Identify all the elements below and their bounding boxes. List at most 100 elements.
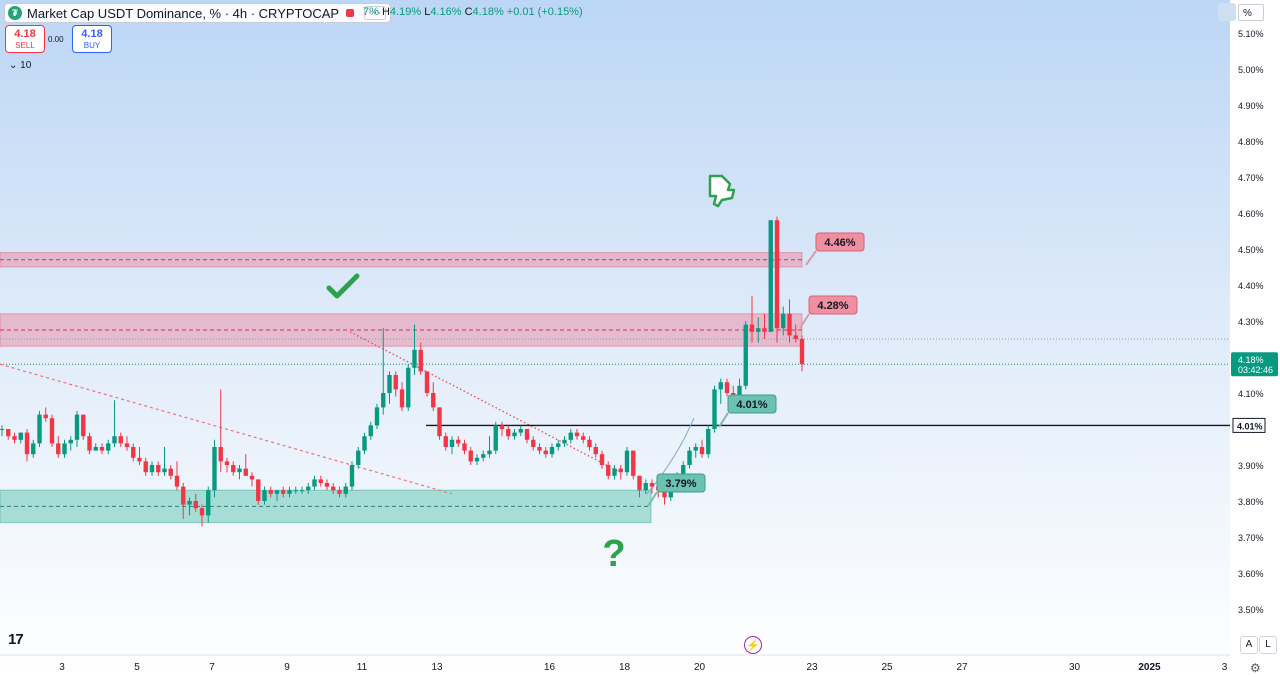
candle-body	[649, 483, 655, 487]
candle-body	[743, 324, 748, 386]
buy-price: 4.18	[81, 28, 103, 40]
candle-body	[156, 465, 161, 473]
candle-body	[287, 490, 292, 494]
x-tick-label: 11	[357, 662, 368, 673]
candle	[143, 457, 148, 476]
candle	[362, 432, 367, 455]
candle	[399, 382, 405, 411]
tradingview-logo: 17	[8, 631, 24, 648]
candle	[256, 479, 261, 505]
candle-body	[662, 490, 667, 498]
lightning-icon[interactable]: ⚡	[744, 636, 762, 654]
candle-body	[587, 439, 592, 447]
candle-body	[206, 490, 211, 516]
candle	[149, 461, 155, 476]
candle-body	[737, 385, 742, 401]
candle-body	[524, 429, 530, 440]
x-tick-label: 30	[1069, 662, 1081, 673]
candle	[418, 342, 423, 375]
candle-body	[49, 418, 55, 444]
low-value: 4.16%	[430, 6, 462, 18]
support-line-badge	[1232, 417, 1266, 433]
descending-trendline	[349, 331, 621, 473]
candle	[393, 371, 398, 397]
candle	[749, 295, 755, 343]
market-status-icon	[346, 9, 355, 17]
candle-body	[762, 328, 767, 332]
candle	[543, 447, 548, 458]
candle-body	[362, 436, 367, 451]
candle	[606, 461, 611, 480]
candle-body	[724, 382, 730, 393]
candle-body	[312, 479, 317, 487]
candle	[712, 385, 717, 433]
log-scale-button[interactable]: L	[1259, 636, 1277, 654]
candle-body	[499, 425, 505, 429]
candle	[0, 425, 5, 437]
scale-mode-button[interactable]: %	[1238, 4, 1264, 21]
gear-icon[interactable]: ⚙	[1250, 661, 1261, 675]
candle-body	[0, 429, 5, 430]
chart-settings-button[interactable]	[1218, 3, 1236, 21]
x-tick-label: 5	[134, 662, 140, 673]
candle	[456, 436, 461, 447]
candle	[368, 421, 373, 440]
candle-body	[562, 439, 567, 444]
candle-body	[449, 439, 455, 447]
candle	[231, 461, 236, 476]
candle-body	[106, 443, 111, 451]
candle	[593, 443, 598, 458]
candle-body	[456, 439, 461, 444]
candle	[599, 450, 605, 469]
chevron-down-icon: ⌄	[9, 60, 18, 71]
candle-body	[381, 393, 386, 408]
candle-body	[6, 429, 11, 437]
candle	[162, 447, 167, 476]
candle	[468, 447, 473, 465]
volume-toggle[interactable]: ⌄ 10	[9, 60, 31, 71]
candle	[337, 486, 342, 498]
candle	[474, 454, 480, 465]
y-tick-label: 4.40%	[1238, 281, 1264, 291]
candle	[718, 378, 723, 404]
candle	[462, 439, 467, 455]
close-value: 4.18%	[472, 6, 504, 18]
candle-body	[412, 349, 417, 368]
candle-body	[687, 450, 692, 465]
candle-body	[618, 468, 623, 473]
candle	[437, 407, 442, 440]
candle	[249, 472, 255, 487]
symbol-title[interactable]: Market Cap USDT Dominance, % · 4h · CRYP…	[27, 5, 340, 21]
candle-body	[356, 450, 361, 465]
symbol-header[interactable]: ₮ Market Cap USDT Dominance, % · 4h · CR…	[4, 3, 392, 23]
candle-body	[612, 468, 617, 476]
candle-body	[331, 486, 336, 491]
candle-body	[549, 447, 555, 455]
candle-body	[349, 465, 355, 487]
candle-body	[87, 436, 92, 451]
y-tick-label: 4.10%	[1238, 389, 1264, 399]
annotation-label: 3.79%	[665, 478, 696, 490]
buy-button[interactable]: 4.18 BUY	[72, 25, 112, 53]
candle	[374, 403, 380, 429]
x-tick-label: 2025	[1138, 662, 1161, 673]
candle-body	[243, 468, 248, 476]
sell-button[interactable]: 4.18 SELL	[5, 25, 45, 53]
candle-body	[474, 457, 480, 462]
candle-body	[599, 454, 605, 465]
candle	[531, 436, 536, 451]
candle	[412, 324, 417, 375]
candle	[262, 486, 267, 505]
candle-body	[706, 429, 711, 455]
more-options-button[interactable]: ···	[364, 6, 387, 20]
candle	[481, 450, 486, 462]
x-tick-label: 7	[209, 662, 215, 673]
auto-scale-button[interactable]: A	[1240, 636, 1258, 654]
candle-body	[68, 439, 73, 444]
x-tick-label: 27	[956, 662, 968, 673]
candle	[431, 382, 436, 411]
candle	[324, 479, 330, 491]
candle	[768, 220, 773, 332]
